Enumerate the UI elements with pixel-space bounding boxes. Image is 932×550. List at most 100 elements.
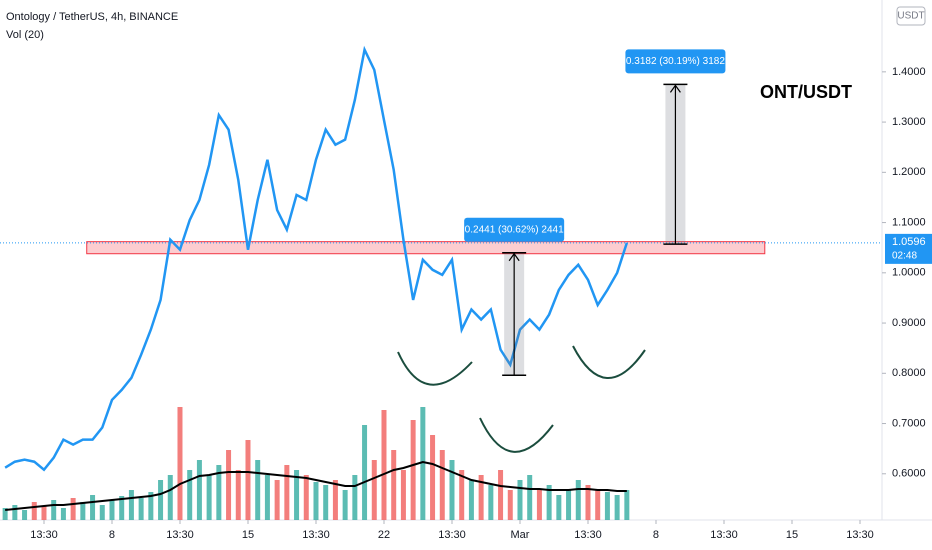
volume-bar — [255, 460, 261, 520]
x-tick-label: 15 — [242, 529, 254, 541]
right-shoulder — [572, 345, 646, 379]
x-tick-label: 22 — [378, 529, 390, 541]
symbol-label: ONT/USDT — [760, 82, 852, 102]
countdown-label: 02:48 — [892, 251, 917, 262]
volume-bar — [459, 470, 465, 520]
x-tick-label: 13:30 — [302, 529, 330, 541]
y-tick-label: 1.4000 — [892, 66, 926, 78]
volume-bar — [41, 506, 47, 520]
x-tick-label: 13:30 — [846, 529, 874, 541]
left-shoulder — [397, 351, 473, 386]
volume-bar — [546, 485, 552, 520]
volume-bar — [303, 475, 309, 520]
volume-bar — [527, 475, 533, 520]
head — [479, 417, 554, 453]
volume-bar — [187, 470, 193, 520]
volume-bar — [614, 495, 620, 520]
volume-bar — [51, 500, 57, 520]
volume-bar — [556, 495, 562, 520]
volume-bar — [128, 490, 134, 520]
volume-bar — [31, 502, 37, 520]
x-tick-label: 13:30 — [438, 529, 466, 541]
volume-bar — [148, 492, 154, 520]
volume-bar — [371, 460, 377, 520]
volume-bar — [158, 480, 164, 520]
y-tick-label: 0.7000 — [892, 417, 926, 429]
arrow-head — [669, 84, 681, 93]
y-tick-label: 1.3000 — [892, 116, 926, 128]
last-price-box — [885, 233, 932, 264]
y-tick-label: 0.9000 — [892, 317, 926, 329]
volume-bar — [400, 470, 406, 520]
volume-bar — [536, 490, 542, 520]
measure-label: 0.3182 (30.19%) 3182 — [626, 56, 725, 67]
x-tick-label: 8 — [653, 529, 659, 541]
volume-bar — [595, 490, 601, 520]
volume-bar — [517, 480, 523, 520]
resistance-zone — [86, 241, 766, 255]
volume-bar — [507, 490, 513, 520]
volume-bar — [585, 485, 591, 520]
x-tick-label: Mar — [511, 529, 530, 541]
volume-bar — [498, 470, 504, 520]
volume-bar — [226, 450, 232, 520]
currency-label[interactable]: USDT — [897, 11, 924, 22]
x-tick-label: 8 — [109, 529, 115, 541]
volume-bar — [420, 407, 426, 520]
price-line — [4, 45, 629, 472]
volume-bar — [70, 498, 76, 520]
volume-bar — [313, 482, 319, 520]
volume-bar — [430, 435, 436, 520]
arrow-head — [508, 252, 520, 262]
volume-bar — [284, 465, 290, 520]
y-tick-label: 1.1000 — [892, 216, 926, 228]
chart-title: Ontology / TetherUS, 4h, BINANCE — [6, 11, 178, 23]
volume-bar — [119, 496, 125, 520]
volume-bar — [604, 492, 610, 520]
volume-bar — [468, 480, 474, 520]
y-tick-label: 1.2000 — [892, 166, 926, 178]
volume-bar — [90, 495, 96, 520]
volume-bar — [624, 490, 630, 520]
volume-bar — [80, 502, 86, 520]
volume-bar — [381, 410, 387, 520]
measure-label-box — [464, 217, 565, 242]
x-tick-label: 13:30 — [30, 529, 58, 541]
x-tick-label: 13:30 — [166, 529, 194, 541]
volume-bar — [22, 510, 28, 520]
volume-bar — [177, 407, 183, 520]
volume-bar — [138, 498, 144, 520]
volume-bar — [167, 475, 173, 520]
volume-bar — [12, 505, 18, 520]
volume-bar — [342, 490, 348, 520]
measure-label-box — [625, 49, 726, 74]
volume-bar — [264, 475, 270, 520]
currency-box[interactable] — [896, 6, 926, 26]
volume-label: Vol (20) — [6, 29, 44, 41]
volume-bar — [488, 485, 494, 520]
volume-bar — [410, 420, 416, 520]
x-tick-label: 13:30 — [710, 529, 738, 541]
volume-bar — [274, 480, 280, 520]
volume-bar — [2, 508, 8, 520]
volume-bar — [566, 490, 572, 520]
volume-bar — [99, 505, 105, 520]
volume-bar — [323, 485, 329, 520]
y-tick-label: 1.0000 — [892, 267, 926, 279]
volume-bar — [294, 470, 300, 520]
volume-bar — [235, 470, 241, 520]
volume-bar — [362, 425, 368, 520]
volume-bar — [109, 500, 115, 520]
x-tick-label: 15 — [786, 529, 798, 541]
volume-bar — [575, 480, 581, 520]
x-tick-label: 13:30 — [574, 529, 602, 541]
volume-ma-line — [5, 460, 627, 511]
volume-bar — [60, 508, 66, 520]
volume-bar — [332, 480, 338, 520]
volume-bar — [245, 440, 251, 520]
volume-bar — [206, 475, 212, 520]
last-price-label: 1.0596 — [892, 236, 926, 248]
volume-bar — [352, 475, 358, 520]
